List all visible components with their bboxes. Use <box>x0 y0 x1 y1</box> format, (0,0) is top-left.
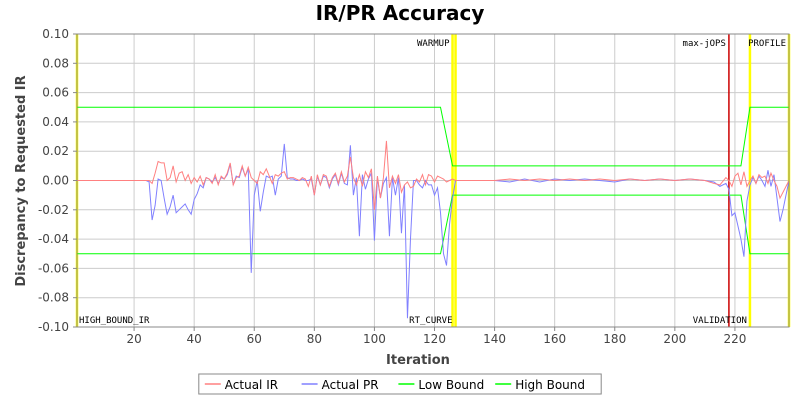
y-tick-label: 0.00 <box>42 174 69 188</box>
x-tick-label: 180 <box>603 332 626 346</box>
legend-item-label: Actual PR <box>322 378 379 392</box>
series-line-low-bound <box>77 194 789 255</box>
series-lines <box>77 106 789 319</box>
chart-title: IR/PR Accuracy <box>316 1 485 25</box>
legend: Actual IR Actual PR Low Bound High Bound <box>198 373 602 395</box>
phase-marker-label: VALIDATION <box>693 316 747 326</box>
x-tick-label: 40 <box>187 332 202 346</box>
y-axis-label: Discrepancy to Requested IR <box>14 75 29 286</box>
y-tick-label: 0.06 <box>42 86 69 100</box>
y-tick-label: -0.02 <box>38 203 69 217</box>
y-tick-label: 0.04 <box>42 115 69 129</box>
y-tick-label: -0.04 <box>38 232 69 246</box>
x-tick-label: 20 <box>126 332 141 346</box>
x-tick-label: 120 <box>423 332 446 346</box>
x-tick-label: 60 <box>247 332 262 346</box>
y-tick-label: 0.10 <box>42 27 69 41</box>
series-line-high-bound <box>77 106 789 167</box>
phase-marker-label: RT_CURVE <box>409 316 452 326</box>
series-line-actual-ir <box>77 140 789 210</box>
y-tick-label: 0.02 <box>42 144 69 158</box>
x-tick-label: 80 <box>307 332 322 346</box>
y-tick-label: -0.08 <box>38 291 69 305</box>
y-tick-label: -0.06 <box>38 261 69 275</box>
legend-item-label: Low Bound <box>418 378 484 392</box>
legend-item-label: High Bound <box>515 378 585 392</box>
legend-item-label: Actual IR <box>225 378 278 392</box>
phase-marker-label: WARMUP <box>417 39 450 49</box>
x-tick-label: 220 <box>723 332 746 346</box>
phase-marker-label: HIGH_BOUND_IR <box>79 316 150 326</box>
x-tick-label: 200 <box>663 332 686 346</box>
phase-marker-label: PROFILE <box>748 39 786 49</box>
x-tick-label: 160 <box>543 332 566 346</box>
x-tick-label: 100 <box>363 332 386 346</box>
axes: 20 40 60 80 100 120 140 160 180 200 220 -0.10 -0.08 -… <box>38 27 790 346</box>
plot-border <box>76 33 790 328</box>
x-tick-label: 140 <box>483 332 506 346</box>
x-axis-label: Iteration <box>386 353 450 368</box>
y-tick-label: -0.10 <box>38 320 69 334</box>
y-tick-label: 0.08 <box>42 56 69 70</box>
phase-marker-label: max-jOPS <box>683 39 726 49</box>
